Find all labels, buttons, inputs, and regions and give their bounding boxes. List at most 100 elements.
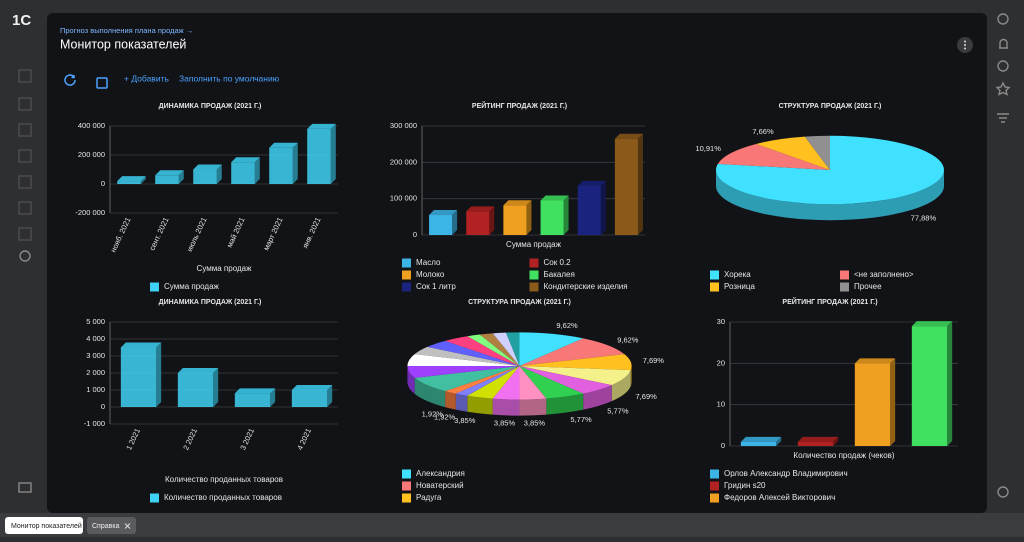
y-tick-label: 0 — [413, 230, 417, 239]
legend-swatch — [529, 282, 539, 292]
bar — [911, 326, 948, 446]
pie-side — [611, 370, 631, 402]
data-label: 10,91% — [695, 144, 721, 153]
nav-icon[interactable] — [18, 69, 32, 83]
bar-top — [269, 142, 298, 148]
legend-label: Александрия — [416, 469, 465, 478]
nav-icon[interactable] — [18, 149, 32, 163]
bar — [155, 175, 179, 184]
bar-side — [489, 206, 495, 235]
bar-side — [156, 342, 162, 407]
y-tick-label: 300 000 — [390, 121, 417, 130]
legend-swatch — [529, 258, 539, 268]
data-label: 9,62% — [556, 321, 578, 330]
bar — [177, 373, 214, 407]
bar-top — [797, 436, 839, 442]
bar-top — [854, 358, 896, 364]
bar-side — [776, 436, 782, 446]
bar — [614, 138, 638, 235]
bar-top — [177, 368, 219, 373]
filter-icon[interactable] — [997, 113, 1009, 123]
bar-side — [292, 142, 298, 184]
legend-label: Сок 0.2 — [544, 258, 572, 267]
legend-swatch — [840, 270, 849, 280]
legend-label: Бакалея — [544, 270, 575, 279]
bar — [307, 128, 331, 184]
x-axis-title: Количество проданных товаров — [165, 475, 283, 484]
panel-title: СТРУКТУРА ПРОДАЖ (2021 Г.) — [779, 103, 882, 110]
bar-side — [452, 210, 458, 235]
nav-icon[interactable] — [18, 97, 32, 111]
data-label: 7,69% — [636, 392, 658, 401]
bar-top — [503, 200, 532, 206]
pie-slice — [455, 366, 520, 396]
right-sidebar — [995, 13, 1011, 498]
bar — [269, 147, 293, 184]
tab-active[interactable] — [5, 517, 83, 534]
tab[interactable] — [87, 517, 136, 534]
info-icon[interactable] — [19, 250, 31, 262]
fill-default-button[interactable]: Заполнить по умолчанию — [179, 73, 280, 83]
bar — [540, 200, 564, 235]
panel-title: РЕЙТИНГ ПРОДАЖ (2021 Г.) — [782, 297, 877, 306]
add-button[interactable]: + Добавить — [124, 73, 169, 83]
pie-side — [467, 395, 493, 415]
legend-label: Сумма продаж — [164, 282, 220, 291]
pie-slice — [407, 354, 520, 366]
history-icon[interactable] — [997, 60, 1009, 72]
nav-icon[interactable] — [18, 175, 32, 189]
bar-top — [193, 164, 222, 170]
breadcrumb-link[interactable]: Прогноз выполнения плана продаж → — [60, 26, 193, 35]
taskbar — [0, 513, 1024, 537]
bell-icon[interactable] — [999, 38, 1008, 49]
y-tick-label: 30 — [717, 317, 725, 326]
y-tick-label: -200 000 — [75, 208, 105, 217]
data-label: 77,88% — [911, 213, 937, 222]
panel-toggle-icon[interactable] — [18, 482, 32, 493]
legend-swatch — [710, 282, 719, 292]
legend-label: <не заполнено> — [854, 270, 914, 279]
tab-close[interactable] — [124, 523, 131, 529]
pie-slice — [445, 366, 520, 394]
nav-icon[interactable] — [18, 123, 32, 137]
pie-slice — [506, 332, 520, 366]
legend-swatch — [710, 481, 719, 491]
pie-slice — [519, 366, 547, 400]
legend-label: Масло — [416, 258, 441, 267]
favorite-icon[interactable] — [995, 81, 1011, 96]
data-label: 3,85% — [454, 416, 476, 425]
bar-side — [563, 195, 569, 235]
panel-title: РЕЙТИНГ ПРОДАЖ (2021 Г.) — [472, 101, 567, 110]
nav-icon[interactable] — [18, 227, 32, 241]
bar — [429, 215, 453, 235]
legend-swatch — [402, 258, 411, 268]
legend-label: Хорека — [724, 270, 751, 279]
legend-label: Радуга — [416, 493, 442, 502]
bar — [291, 390, 328, 407]
legend-swatch — [150, 493, 159, 503]
bar — [120, 347, 157, 407]
search-icon[interactable] — [997, 13, 1009, 25]
pie-side — [414, 377, 446, 408]
refresh-button[interactable] — [64, 74, 76, 86]
settings-button[interactable] — [96, 77, 108, 89]
user-icon[interactable] — [997, 486, 1009, 498]
data-label: 3,85% — [494, 418, 516, 427]
nav-icon[interactable] — [18, 201, 32, 215]
legend-swatch — [150, 282, 159, 292]
y-tick-label: 0 — [101, 179, 105, 188]
y-tick-label: 200 000 — [78, 150, 105, 159]
pie-slice — [519, 332, 584, 366]
legend-swatch — [402, 493, 411, 503]
legend-label: Прочее — [854, 282, 882, 291]
pie-side — [492, 398, 520, 416]
bar — [234, 393, 271, 407]
legend-label: Кондитерские изделия — [544, 282, 628, 291]
legend-swatch — [402, 270, 411, 280]
legend-label: Новатерский — [416, 481, 464, 490]
pie-slice — [427, 340, 520, 366]
pie-slice — [519, 366, 631, 386]
legend-swatch — [710, 493, 719, 503]
charts: ДИНАМИКА ПРОДАЖ (2021 Г.) Сумма продаж -20… — [75, 101, 958, 503]
